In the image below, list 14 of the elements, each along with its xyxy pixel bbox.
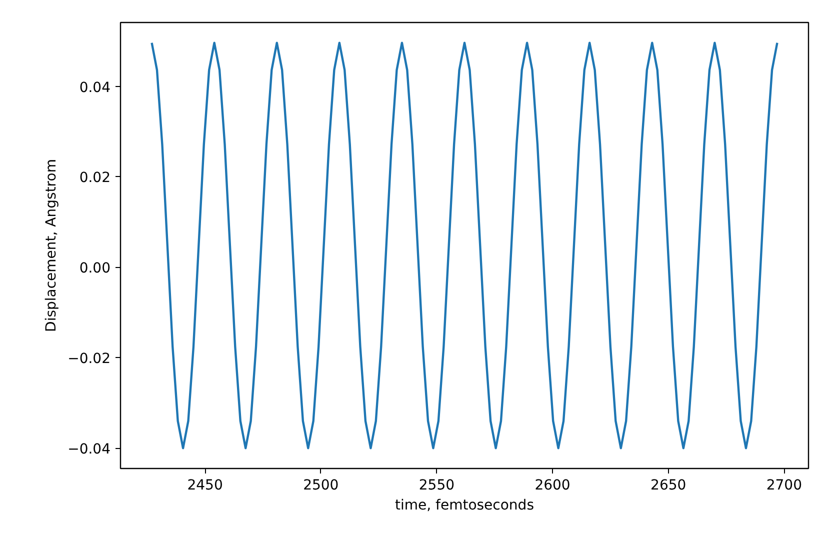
line-series	[150, 42, 778, 450]
y-tick-label: 0.02	[79, 170, 110, 186]
x-axis-title: time, femtoseconds	[395, 498, 534, 514]
x-tick-label: 2450	[187, 478, 223, 494]
x-tick-label: 2600	[534, 478, 570, 494]
y-tick-label: 0.00	[79, 260, 110, 277]
y-tick-label: 0.04	[79, 80, 111, 96]
y-axis-title: Displacement, Angstrom	[44, 159, 60, 332]
x-tick-label: 2700	[766, 478, 802, 494]
x-tick-label: 2650	[650, 478, 686, 494]
y-tick-label: −0.04	[68, 442, 111, 458]
y-tick-label: −0.02	[68, 351, 111, 368]
x-tick-label: 2550	[418, 478, 455, 494]
x-tick-label: 2500	[303, 478, 339, 494]
